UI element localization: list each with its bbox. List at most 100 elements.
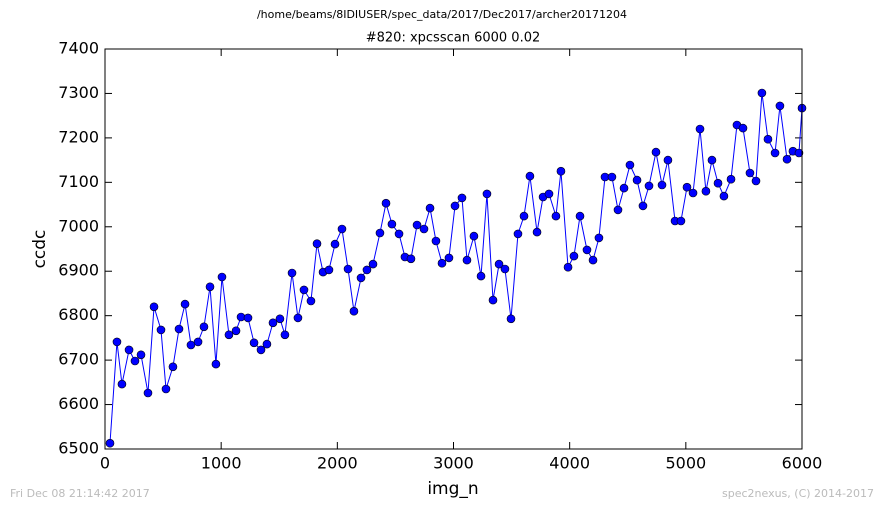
data-point [387, 219, 397, 229]
data-point [280, 330, 290, 340]
data-point [243, 313, 253, 323]
data-point [293, 313, 303, 323]
data-point [186, 340, 196, 350]
data-point [500, 264, 510, 274]
data-point [707, 155, 717, 165]
data-point [757, 88, 767, 98]
data-point [112, 337, 122, 347]
y-tick-label: 6600 [58, 394, 99, 413]
data-point [763, 134, 773, 144]
data-point [582, 245, 592, 255]
data-point [682, 182, 692, 192]
data-point [695, 124, 705, 134]
data-point [525, 171, 535, 181]
data-point [368, 259, 378, 269]
data-point [494, 259, 504, 269]
y-tick-label: 7400 [58, 39, 99, 58]
data-point [444, 253, 454, 263]
y-tick-label: 7000 [58, 216, 99, 235]
data-point [356, 273, 366, 283]
data-point [575, 211, 585, 221]
data-point [651, 147, 661, 157]
data-point [745, 168, 755, 178]
data-point [701, 186, 711, 196]
data-point [375, 228, 385, 238]
data-point [794, 148, 804, 158]
x-tick-label: 0 [100, 454, 110, 473]
data-point [324, 265, 334, 275]
y-tick-label: 7300 [58, 83, 99, 102]
plot-frame [104, 48, 803, 450]
data-point [544, 189, 554, 199]
data-point [275, 314, 285, 324]
data-point [532, 227, 542, 237]
data-point [513, 229, 523, 239]
data-point [751, 176, 761, 186]
data-point [256, 345, 266, 355]
data-point [469, 231, 479, 241]
data-point [156, 325, 166, 335]
data-point [770, 148, 780, 158]
chart-subtitle: #820: xpcsscan 6000 0.02 [366, 31, 541, 46]
x-tick-label: 2000 [317, 454, 358, 473]
data-point [224, 330, 234, 340]
data-point [124, 345, 134, 355]
data-point [556, 166, 566, 176]
data-point [437, 258, 447, 268]
data-point [688, 188, 698, 198]
data-point [174, 324, 184, 334]
data-point [588, 255, 598, 265]
y-tick-label: 6900 [58, 261, 99, 280]
y-tick-label: 7100 [58, 172, 99, 191]
y-tick-label: 6800 [58, 305, 99, 324]
data-point [551, 211, 561, 221]
data-point [330, 239, 340, 249]
y-tick-label: 7200 [58, 127, 99, 146]
data-point [644, 181, 654, 191]
data-point [394, 229, 404, 239]
data-point [168, 362, 178, 372]
data-point [563, 262, 573, 272]
data-point [519, 211, 529, 221]
data-point [713, 178, 723, 188]
x-axis-label: img_n [427, 479, 478, 499]
data-point [726, 174, 736, 184]
data-point [193, 337, 203, 347]
data-point [381, 198, 391, 208]
x-tick-label: 4000 [549, 454, 590, 473]
data-point [482, 189, 492, 199]
data-point [299, 285, 309, 295]
data-point [205, 282, 215, 292]
data-point [180, 299, 190, 309]
x-tick-label: 1000 [201, 454, 242, 473]
y-axis-label: ccdc [30, 230, 50, 269]
data-point [412, 220, 422, 230]
data-point [287, 268, 297, 278]
data-point [450, 201, 460, 211]
data-point [312, 239, 322, 248]
chart-title: /home/beams/8IDIUSER/spec_data/2017/Dec2… [257, 8, 627, 21]
data-point [136, 350, 146, 360]
data-point [231, 326, 241, 336]
y-tick-label: 6700 [58, 350, 99, 369]
data-point [419, 224, 429, 234]
data-point [343, 264, 353, 274]
data-point [632, 175, 642, 185]
data-point [362, 265, 372, 275]
x-tick-label: 6000 [782, 454, 823, 473]
data-point [569, 251, 579, 261]
footer-credit: spec2nexus, (C) 2014-2017 [722, 487, 874, 500]
x-tick-label: 5000 [665, 454, 706, 473]
footer-timestamp: Fri Dec 08 21:14:42 2017 [10, 487, 150, 500]
data-point [262, 339, 272, 349]
data-point [663, 155, 673, 165]
data-point [161, 384, 171, 394]
data-point [775, 101, 785, 111]
data-point [211, 359, 221, 369]
data-point [217, 272, 227, 282]
data-point [625, 160, 635, 170]
data-point [406, 254, 416, 264]
data-point [149, 302, 159, 312]
data-point [117, 379, 127, 389]
data-point [719, 191, 729, 201]
